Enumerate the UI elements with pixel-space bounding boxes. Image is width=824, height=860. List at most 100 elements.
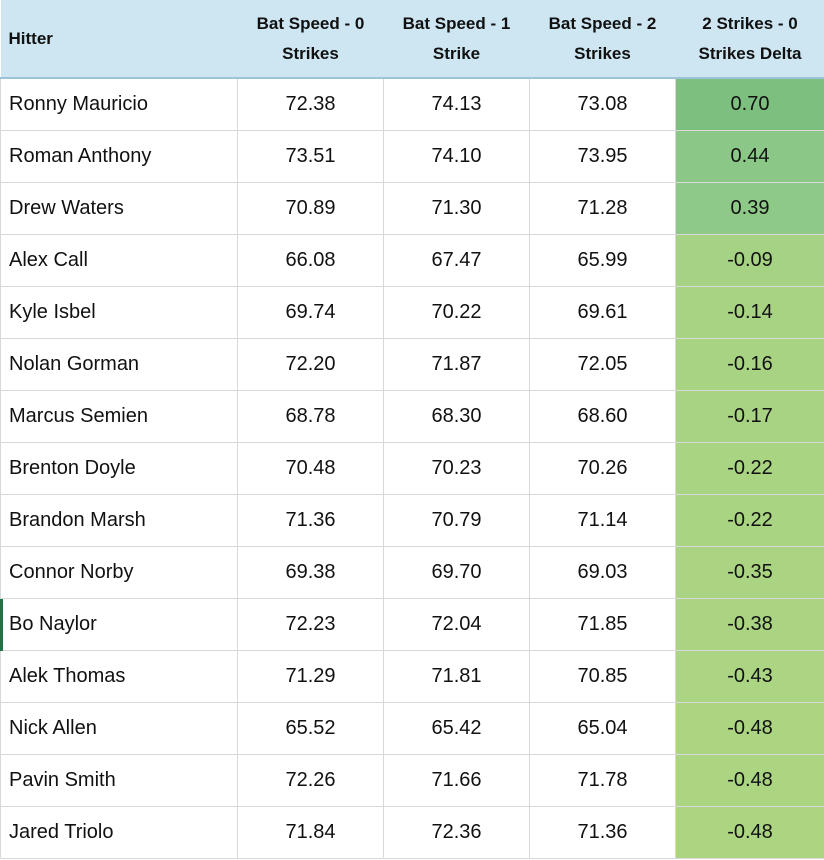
- table-body: Ronny Mauricio 72.38 74.13 73.08 0.70 Roman A…: [0, 77, 824, 859]
- hitter-cell[interactable]: Bo Naylor: [0, 597, 238, 651]
- bat-speed-2-cell[interactable]: 71.78: [529, 753, 676, 807]
- row-selection-marker: [0, 599, 3, 651]
- table-row: Brenton Doyle 70.48 70.23 70.26 -0.22: [0, 441, 824, 495]
- delta-cell[interactable]: -0.38: [675, 597, 824, 651]
- bat-speed-2-cell[interactable]: 73.08: [529, 77, 676, 131]
- hitter-cell[interactable]: Alek Thomas: [0, 649, 238, 703]
- delta-cell[interactable]: 0.70: [675, 77, 824, 131]
- table-row: Alex Call 66.08 67.47 65.99 -0.09: [0, 233, 824, 287]
- bat-speed-1-cell[interactable]: 74.10: [383, 129, 530, 183]
- header-bat-speed-0-strikes[interactable]: Bat Speed - 0 Strikes: [237, 0, 384, 78]
- bat-speed-0-cell[interactable]: 71.36: [237, 493, 384, 547]
- bat-speed-0-cell[interactable]: 68.78: [237, 389, 384, 443]
- bat-speed-2-cell[interactable]: 71.28: [529, 181, 676, 235]
- table-header: Hitter Bat Speed - 0 Strikes Bat Speed -…: [0, 0, 824, 78]
- table-row: Connor Norby 69.38 69.70 69.03 -0.35: [0, 545, 824, 599]
- table-row: Nick Allen 65.52 65.42 65.04 -0.48: [0, 701, 824, 755]
- table-row: Kyle Isbel 69.74 70.22 69.61 -0.14: [0, 285, 824, 339]
- delta-cell[interactable]: -0.22: [675, 493, 824, 547]
- bat-speed-2-cell[interactable]: 65.04: [529, 701, 676, 755]
- bat-speed-0-cell[interactable]: 72.20: [237, 337, 384, 391]
- table-row: Drew Waters 70.89 71.30 71.28 0.39: [0, 181, 824, 235]
- bat-speed-2-cell[interactable]: 72.05: [529, 337, 676, 391]
- table-row: Roman Anthony 73.51 74.10 73.95 0.44: [0, 129, 824, 183]
- bat-speed-1-cell[interactable]: 70.22: [383, 285, 530, 339]
- table-row: Bo Naylor 72.23 72.04 71.85 -0.38: [0, 597, 824, 651]
- bat-speed-1-cell[interactable]: 71.66: [383, 753, 530, 807]
- delta-cell[interactable]: -0.35: [675, 545, 824, 599]
- hitter-cell[interactable]: Nick Allen: [0, 701, 238, 755]
- delta-cell[interactable]: -0.14: [675, 285, 824, 339]
- bat-speed-0-cell[interactable]: 72.38: [237, 77, 384, 131]
- bat-speed-1-cell[interactable]: 71.81: [383, 649, 530, 703]
- bat-speed-2-cell[interactable]: 70.26: [529, 441, 676, 495]
- table-row: Nolan Gorman 72.20 71.87 72.05 -0.16: [0, 337, 824, 391]
- bat-speed-2-cell[interactable]: 73.95: [529, 129, 676, 183]
- bat-speed-1-cell[interactable]: 71.87: [383, 337, 530, 391]
- bat-speed-2-cell[interactable]: 69.61: [529, 285, 676, 339]
- hitter-cell[interactable]: Marcus Semien: [0, 389, 238, 443]
- delta-cell[interactable]: -0.17: [675, 389, 824, 443]
- bat-speed-0-cell[interactable]: 70.48: [237, 441, 384, 495]
- bat-speed-0-cell[interactable]: 71.29: [237, 649, 384, 703]
- header-strikes-delta[interactable]: 2 Strikes - 0 Strikes Delta: [675, 0, 824, 78]
- hitter-cell[interactable]: Roman Anthony: [0, 129, 238, 183]
- bat-speed-2-cell[interactable]: 68.60: [529, 389, 676, 443]
- bat-speed-2-cell[interactable]: 71.14: [529, 493, 676, 547]
- table-row: Pavin Smith 72.26 71.66 71.78 -0.48: [0, 753, 824, 807]
- hitter-cell[interactable]: Pavin Smith: [0, 753, 238, 807]
- delta-cell[interactable]: -0.48: [675, 805, 824, 859]
- bat-speed-1-cell[interactable]: 65.42: [383, 701, 530, 755]
- bat-speed-2-cell[interactable]: 71.36: [529, 805, 676, 859]
- bat-speed-1-cell[interactable]: 74.13: [383, 77, 530, 131]
- delta-cell[interactable]: -0.22: [675, 441, 824, 495]
- bat-speed-0-cell[interactable]: 70.89: [237, 181, 384, 235]
- hitter-cell[interactable]: Connor Norby: [0, 545, 238, 599]
- delta-cell[interactable]: -0.43: [675, 649, 824, 703]
- hitter-cell[interactable]: Jared Triolo: [0, 805, 238, 859]
- bat-speed-0-cell[interactable]: 72.23: [237, 597, 384, 651]
- bat-speed-0-cell[interactable]: 65.52: [237, 701, 384, 755]
- bat-speed-1-cell[interactable]: 72.04: [383, 597, 530, 651]
- hitter-cell[interactable]: Drew Waters: [0, 181, 238, 235]
- bat-speed-1-cell[interactable]: 67.47: [383, 233, 530, 287]
- bat-speed-2-cell[interactable]: 70.85: [529, 649, 676, 703]
- table-row: Ronny Mauricio 72.38 74.13 73.08 0.70: [0, 77, 824, 131]
- header-bat-speed-2-strikes[interactable]: Bat Speed - 2 Strikes: [529, 0, 676, 78]
- hitter-cell[interactable]: Kyle Isbel: [0, 285, 238, 339]
- bat-speed-0-cell[interactable]: 69.38: [237, 545, 384, 599]
- delta-cell[interactable]: -0.16: [675, 337, 824, 391]
- bat-speed-1-cell[interactable]: 70.79: [383, 493, 530, 547]
- bat-speed-1-cell[interactable]: 69.70: [383, 545, 530, 599]
- bat-speed-2-cell[interactable]: 65.99: [529, 233, 676, 287]
- bat-speed-1-cell[interactable]: 71.30: [383, 181, 530, 235]
- table-row: Marcus Semien 68.78 68.30 68.60 -0.17: [0, 389, 824, 443]
- bat-speed-2-cell[interactable]: 69.03: [529, 545, 676, 599]
- header-row: Hitter Bat Speed - 0 Strikes Bat Speed -…: [0, 0, 824, 78]
- bat-speed-1-cell[interactable]: 68.30: [383, 389, 530, 443]
- delta-cell[interactable]: 0.44: [675, 129, 824, 183]
- bat-speed-1-cell[interactable]: 72.36: [383, 805, 530, 859]
- bat-speed-0-cell[interactable]: 71.84: [237, 805, 384, 859]
- delta-cell[interactable]: 0.39: [675, 181, 824, 235]
- header-bat-speed-1-strike[interactable]: Bat Speed - 1 Strike: [383, 0, 530, 78]
- hitter-cell[interactable]: Ronny Mauricio: [0, 77, 238, 131]
- table-row: Alek Thomas 71.29 71.81 70.85 -0.43: [0, 649, 824, 703]
- delta-cell[interactable]: -0.48: [675, 701, 824, 755]
- header-hitter[interactable]: Hitter: [0, 0, 238, 78]
- hitter-cell[interactable]: Brenton Doyle: [0, 441, 238, 495]
- hitter-cell[interactable]: Brandon Marsh: [0, 493, 238, 547]
- delta-cell[interactable]: -0.48: [675, 753, 824, 807]
- bat-speed-2-cell[interactable]: 71.85: [529, 597, 676, 651]
- hitter-cell[interactable]: Nolan Gorman: [0, 337, 238, 391]
- table-row: Jared Triolo 71.84 72.36 71.36 -0.48: [0, 805, 824, 859]
- hitter-cell[interactable]: Alex Call: [0, 233, 238, 287]
- table-row: Brandon Marsh 71.36 70.79 71.14 -0.22: [0, 493, 824, 547]
- bat-speed-0-cell[interactable]: 73.51: [237, 129, 384, 183]
- bat-speed-0-cell[interactable]: 72.26: [237, 753, 384, 807]
- bat-speed-0-cell[interactable]: 69.74: [237, 285, 384, 339]
- delta-cell[interactable]: -0.09: [675, 233, 824, 287]
- bat-speed-1-cell[interactable]: 70.23: [383, 441, 530, 495]
- bat-speed-0-cell[interactable]: 66.08: [237, 233, 384, 287]
